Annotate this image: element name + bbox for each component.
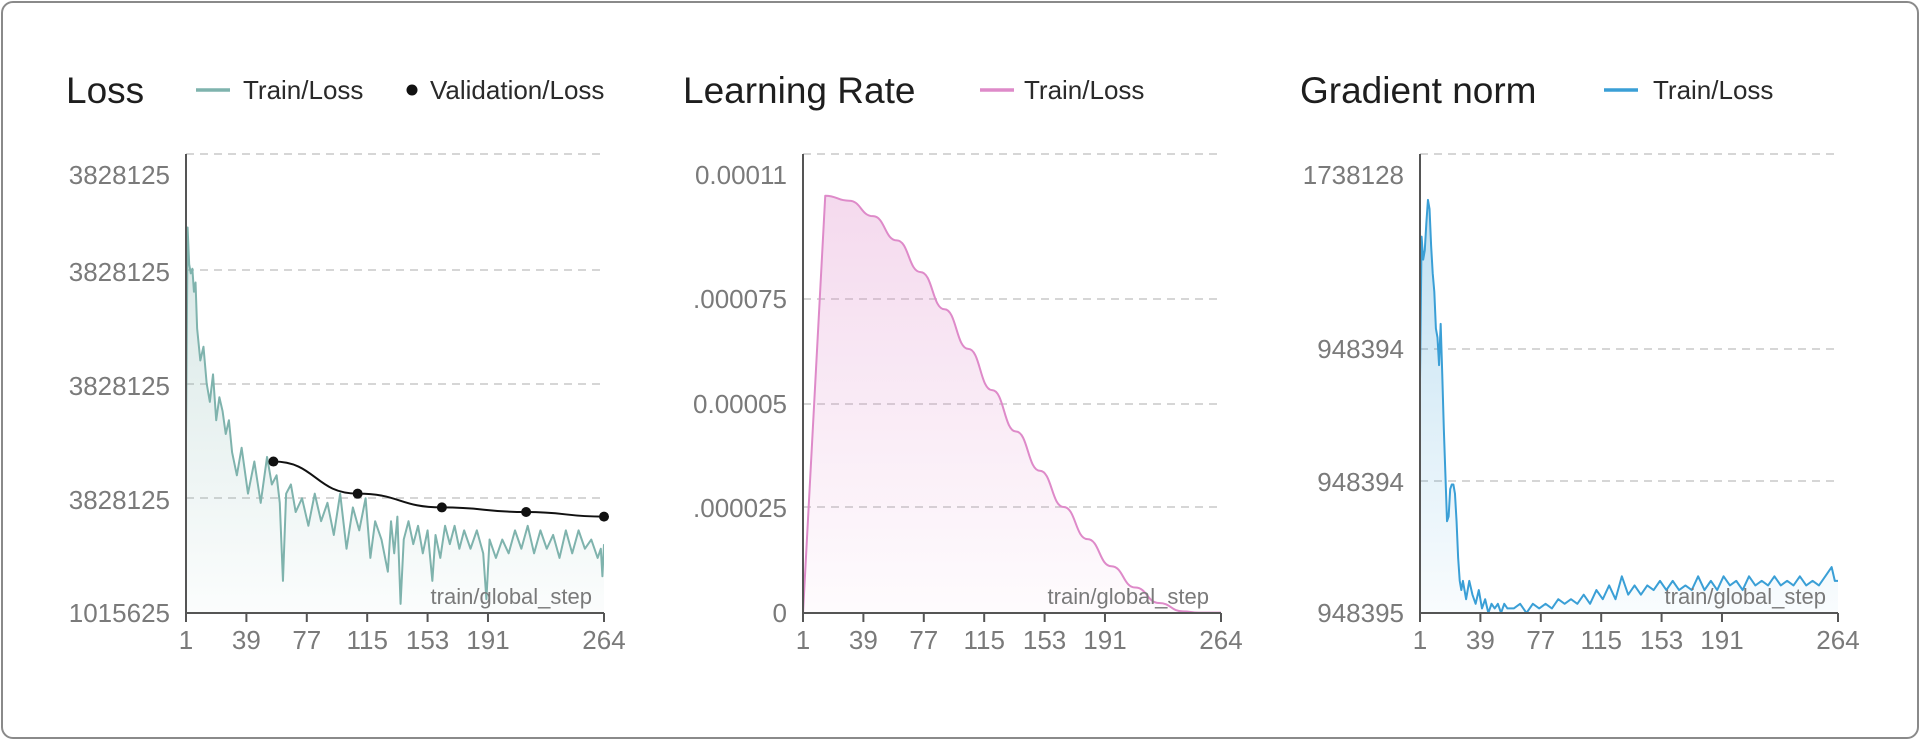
series-line-train-loss bbox=[186, 226, 604, 605]
x-tick-label: 39 bbox=[1466, 625, 1495, 655]
legend-marker-dot bbox=[406, 84, 418, 96]
x-tick-label: 115 bbox=[963, 625, 1004, 655]
chart-title: Gradient norm bbox=[1300, 70, 1537, 111]
y-tick-label: 0 bbox=[773, 598, 787, 628]
x-tick-label: 77 bbox=[292, 625, 321, 655]
chart-loss: Loss Train/Loss Validation/Loss train/globa… bbox=[66, 70, 626, 655]
x-tick-label: 39 bbox=[849, 625, 878, 655]
y-tick-label: 1738128 bbox=[1303, 160, 1404, 190]
x-tick-label: 264 bbox=[582, 625, 625, 655]
chart-title: Loss bbox=[66, 70, 144, 111]
x-tick-label: 264 bbox=[1199, 625, 1242, 655]
x-tick-label: 1 bbox=[796, 625, 810, 655]
legend-label: Train/Loss bbox=[1024, 75, 1144, 105]
y-tick-label: 948394 bbox=[1317, 334, 1404, 364]
y-tick-label: 1015625 bbox=[69, 598, 170, 628]
chart-learning-rate: Learning Rate Train/Loss train/global_step… bbox=[683, 70, 1243, 655]
x-tick-label: 191 bbox=[466, 625, 509, 655]
x-tick-label: 77 bbox=[1526, 625, 1555, 655]
x-axis-label: train/global_step bbox=[431, 584, 592, 609]
y-tick-label: 3828125 bbox=[69, 485, 170, 515]
series-area-fill bbox=[803, 195, 1221, 613]
y-tick-label: 948395 bbox=[1317, 598, 1404, 628]
y-tick-label: .000075 bbox=[693, 284, 787, 314]
legend-label: Train/Loss bbox=[1653, 75, 1773, 105]
x-axis-label: train/global_step bbox=[1048, 584, 1209, 609]
validation-point bbox=[521, 507, 532, 518]
series-area-fill bbox=[186, 227, 604, 613]
validation-point bbox=[268, 456, 279, 467]
x-tick-label: 153 bbox=[1023, 625, 1066, 655]
x-tick-label: 115 bbox=[346, 625, 387, 655]
x-tick-label: 115 bbox=[1580, 625, 1621, 655]
y-tick-labels: 948395 948394 948394 1738128 bbox=[1303, 160, 1404, 628]
y-tick-label: 3828125 bbox=[69, 371, 170, 401]
plot-area bbox=[803, 194, 1221, 613]
y-tick-label: 0.00005 bbox=[693, 389, 787, 419]
y-tick-labels: 0 .000025 0.00005 .000075 0.00011 bbox=[693, 160, 787, 628]
x-tick-label: 191 bbox=[1083, 625, 1126, 655]
x-tick-label: 39 bbox=[232, 625, 261, 655]
x-axis-label: train/global_step bbox=[1665, 584, 1826, 609]
x-tick-label: 1 bbox=[1413, 625, 1427, 655]
x-tick-label: 153 bbox=[406, 625, 449, 655]
legend-label: Train/Loss bbox=[243, 75, 363, 105]
series-line-train-loss bbox=[803, 194, 1221, 613]
x-tick-label: 264 bbox=[1816, 625, 1859, 655]
validation-point bbox=[436, 502, 447, 513]
y-tick-label: .000025 bbox=[693, 493, 787, 523]
x-tick-label: 153 bbox=[1640, 625, 1683, 655]
x-tick-label: 77 bbox=[909, 625, 938, 655]
series-line-train-loss bbox=[1420, 198, 1838, 613]
legend-label: Validation/Loss bbox=[430, 75, 604, 105]
y-tick-label: 0.00011 bbox=[695, 160, 787, 190]
plot-area bbox=[1420, 198, 1838, 613]
validation-point bbox=[352, 488, 363, 499]
validation-point bbox=[599, 511, 609, 522]
y-tick-label: 3828125 bbox=[69, 257, 170, 287]
y-tick-labels: 1015625 3828125 3828125 3828125 3828125 bbox=[69, 160, 170, 628]
chart-title: Learning Rate bbox=[683, 70, 915, 111]
y-tick-label: 3828125 bbox=[69, 160, 170, 190]
y-tick-label: 948394 bbox=[1317, 467, 1404, 497]
x-tick-label: 1 bbox=[179, 625, 193, 655]
x-tick-label: 191 bbox=[1700, 625, 1743, 655]
plot-area bbox=[186, 226, 604, 613]
chart-gradient-norm: Gradient norm Train/Loss train/global_step… bbox=[1300, 70, 1860, 655]
series-area-fill bbox=[1420, 199, 1838, 613]
